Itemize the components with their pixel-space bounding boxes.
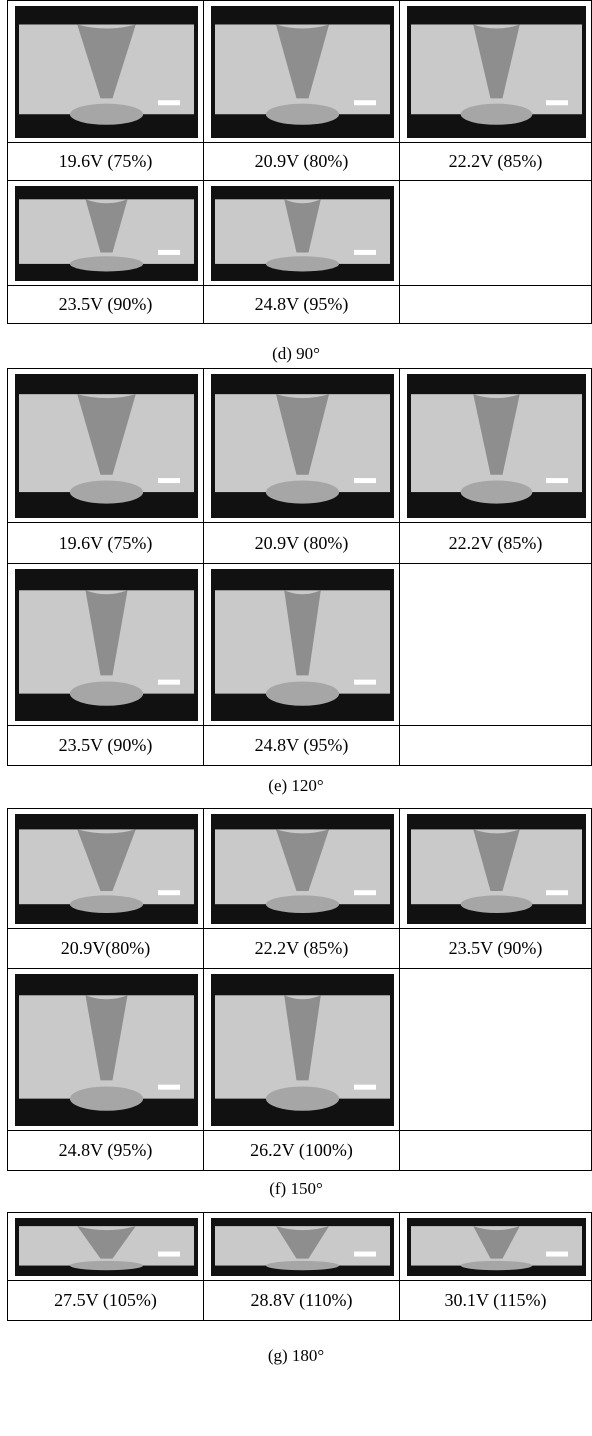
image-cell — [399, 808, 592, 929]
micrograph — [15, 974, 198, 1126]
micrograph — [211, 569, 394, 721]
label-cell: 19.6V (75%) — [7, 142, 204, 181]
label-cell: 27.5V (105%) — [7, 1280, 204, 1321]
label-cell: 24.8V (95%) — [7, 1130, 204, 1171]
label-cell: 23.5V (90%) — [399, 928, 592, 969]
empty-cell — [399, 180, 592, 286]
micrograph — [15, 186, 198, 281]
image-cell — [7, 808, 204, 929]
empty-cell — [399, 1130, 592, 1171]
image-cell — [7, 1212, 204, 1281]
micrograph — [15, 374, 198, 518]
label-cell: 22.2V (85%) — [203, 928, 400, 969]
label-cell: 30.1V (115%) — [399, 1280, 592, 1321]
image-cell — [7, 968, 204, 1131]
image-cell — [399, 368, 592, 523]
image-cell — [203, 808, 400, 929]
label-cell: 20.9V (80%) — [203, 142, 400, 181]
caption: (d) 90° — [0, 344, 592, 366]
empty-cell — [399, 968, 592, 1131]
micrograph — [211, 1218, 394, 1276]
caption: (f) 150° — [0, 1179, 592, 1201]
label-cell: 22.2V (85%) — [399, 142, 592, 181]
micrograph — [15, 6, 198, 138]
label-cell: 23.5V (90%) — [7, 725, 204, 766]
micrograph — [407, 1218, 586, 1276]
image-cell — [399, 0, 592, 143]
image-cell — [7, 563, 204, 726]
image-cell — [203, 563, 400, 726]
empty-cell — [399, 563, 592, 726]
image-cell — [203, 180, 400, 286]
micrograph — [211, 374, 394, 518]
label-cell: 28.8V (110%) — [203, 1280, 400, 1321]
image-cell — [203, 1212, 400, 1281]
image-cell — [203, 368, 400, 523]
label-cell: 24.8V (95%) — [203, 285, 400, 324]
image-cell — [7, 180, 204, 286]
micrograph — [407, 374, 586, 518]
label-cell: 24.8V (95%) — [203, 725, 400, 766]
micrograph — [211, 974, 394, 1126]
image-cell — [7, 0, 204, 143]
label-cell: 20.9V(80%) — [7, 928, 204, 969]
image-cell — [203, 968, 400, 1131]
micrograph — [15, 814, 198, 924]
label-cell: 20.9V (80%) — [203, 522, 400, 564]
micrograph — [407, 814, 586, 924]
empty-cell — [399, 725, 592, 766]
image-cell — [7, 368, 204, 523]
micrograph — [15, 1218, 198, 1276]
image-cell — [203, 0, 400, 143]
micrograph — [211, 6, 394, 138]
label-cell: 26.2V (100%) — [203, 1130, 400, 1171]
micrograph — [407, 6, 586, 138]
micrograph — [211, 186, 394, 281]
label-cell: 23.5V (90%) — [7, 285, 204, 324]
micrograph — [211, 814, 394, 924]
label-cell: 22.2V (85%) — [399, 522, 592, 564]
image-cell — [399, 1212, 592, 1281]
caption: (g) 180° — [0, 1346, 592, 1368]
caption: (e) 120° — [0, 776, 592, 798]
label-cell: 19.6V (75%) — [7, 522, 204, 564]
micrograph — [15, 569, 198, 721]
page: {"panels": [ {"caption": "(d) 90°", "row… — [0, 0, 592, 1436]
empty-cell — [399, 285, 592, 324]
